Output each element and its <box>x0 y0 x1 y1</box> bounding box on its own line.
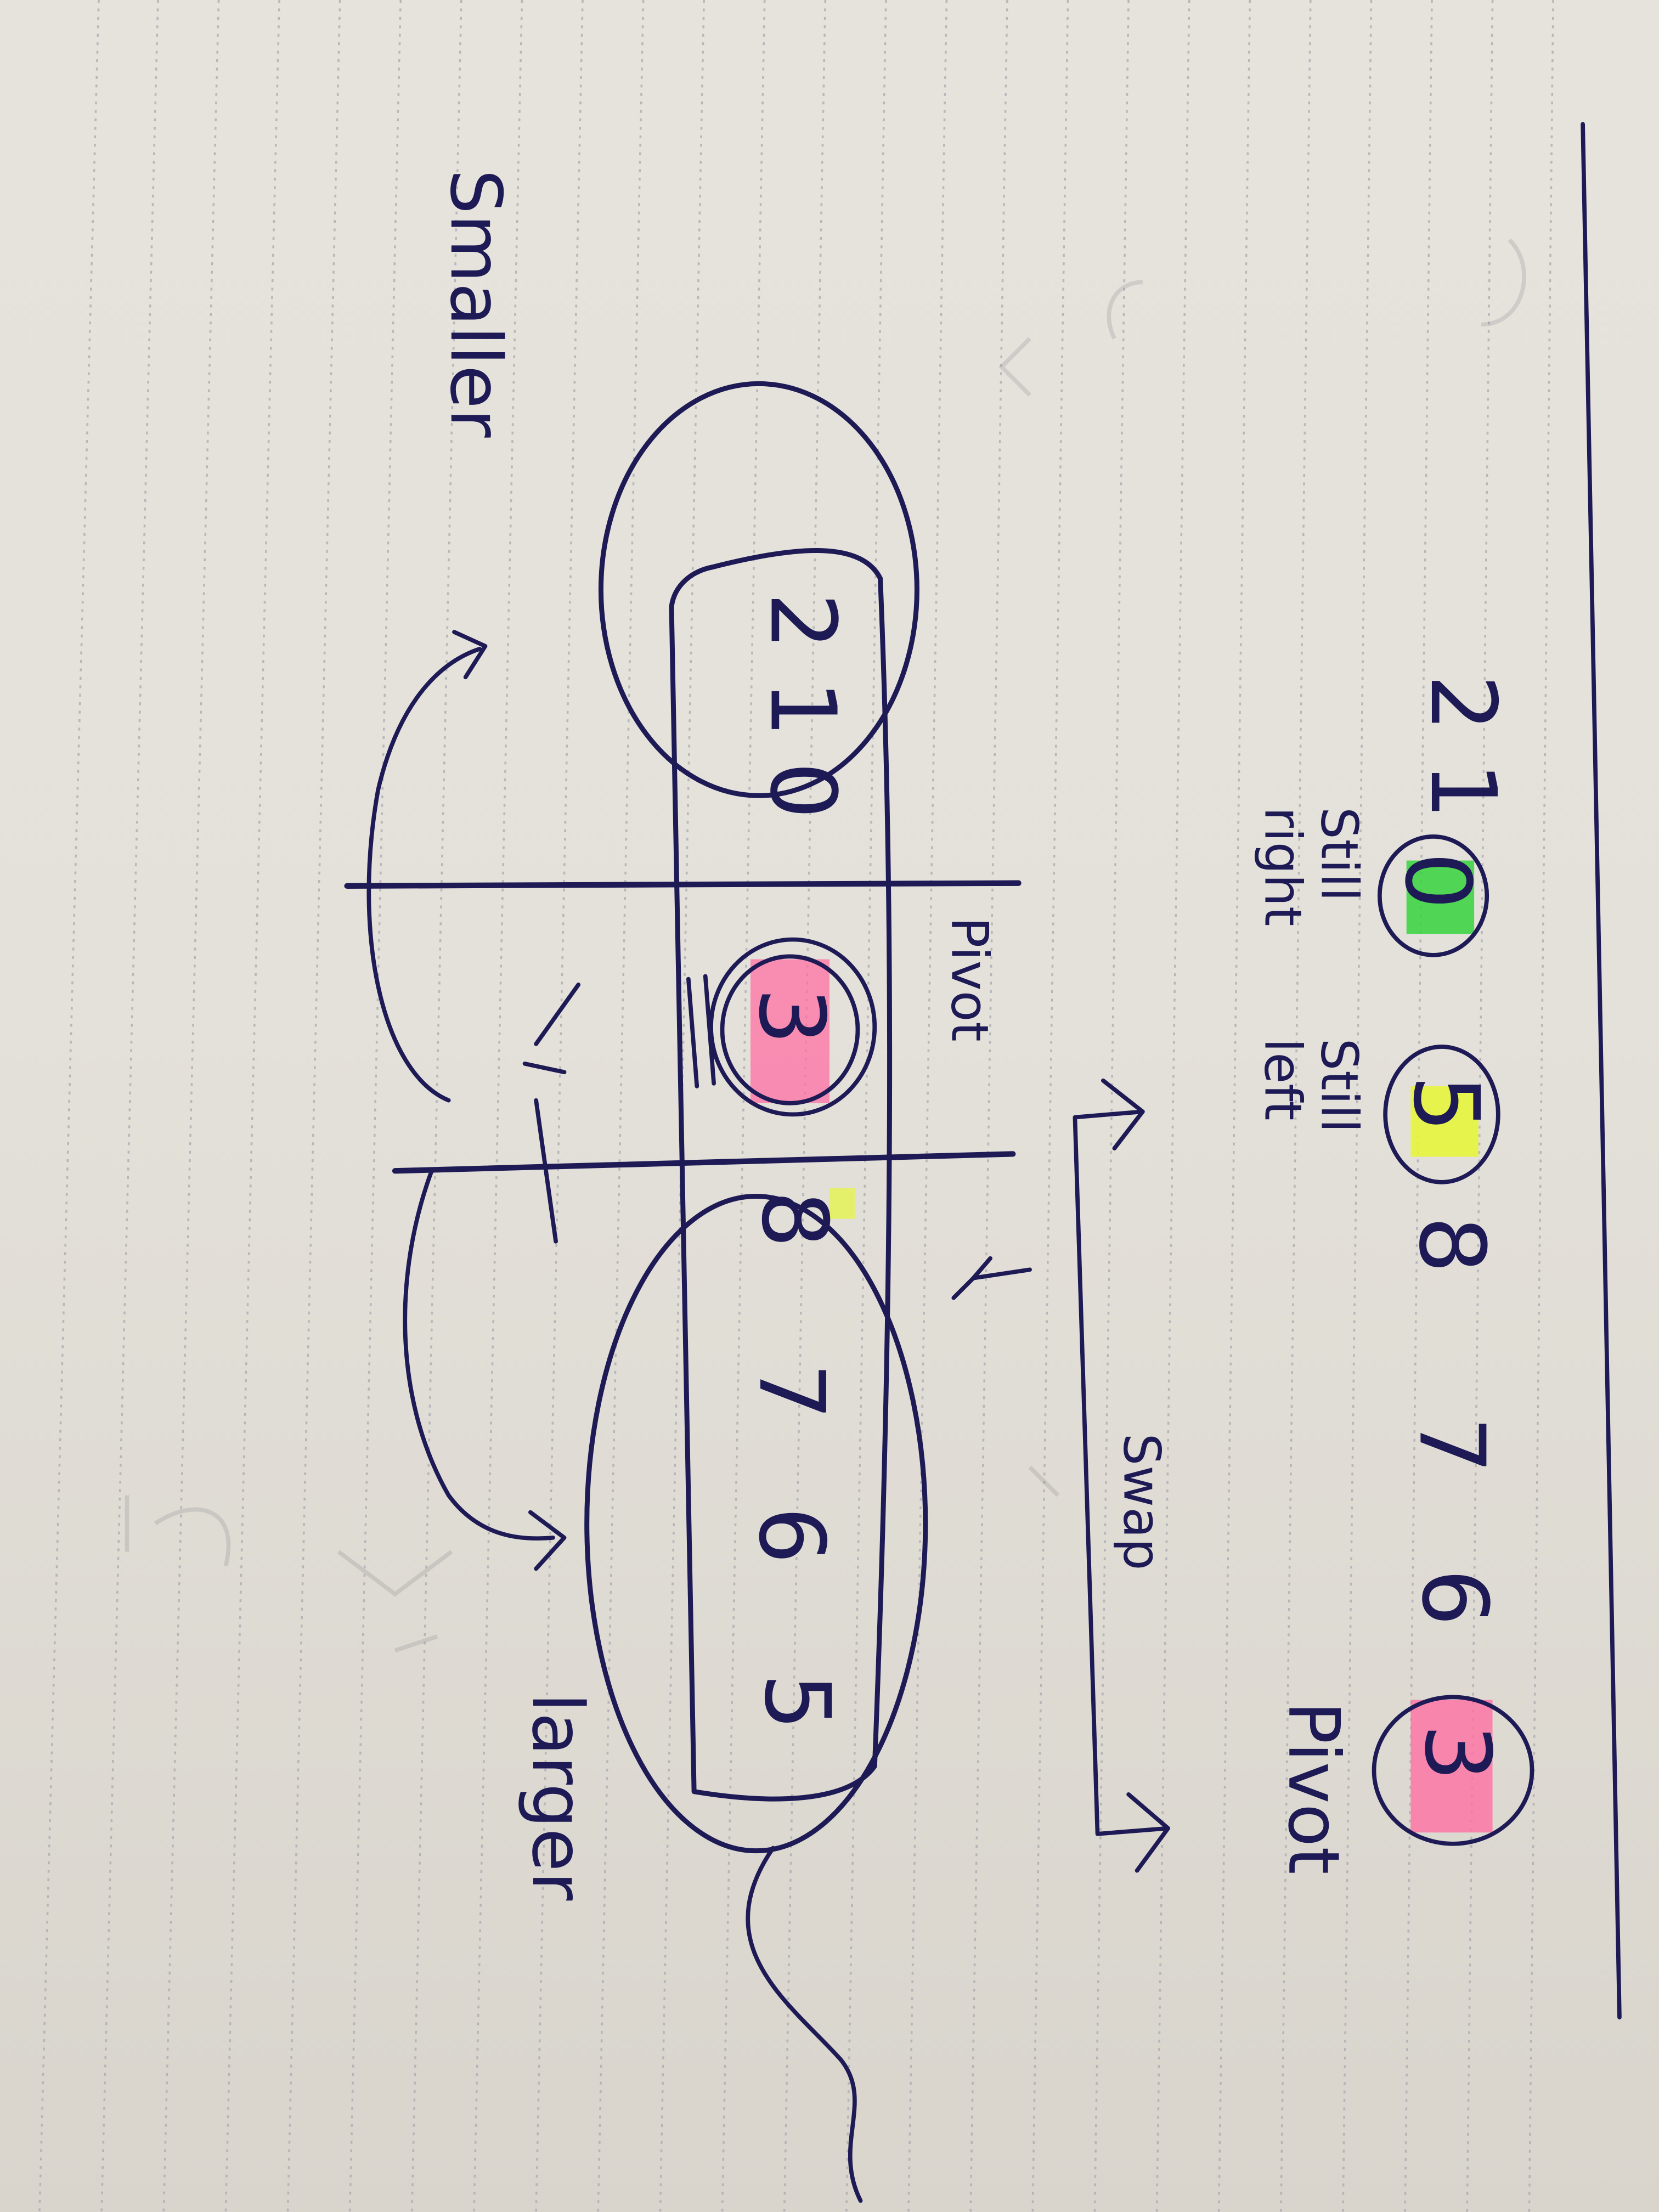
show-through-marks <box>125 238 1526 1653</box>
bottom-num-5: 5 <box>743 1673 848 1731</box>
top-pivot-label: Pivot <box>1272 1701 1355 1875</box>
swap-label: Swap <box>1111 1433 1170 1571</box>
top-num-7: 7 <box>1398 1416 1503 1474</box>
bottom-pivot-3: 3 <box>737 987 843 1045</box>
bottom-pivot-label: Pivot <box>939 917 997 1042</box>
highlight-yellow <box>1410 1086 1479 1157</box>
circle-3-top <box>1372 1695 1534 1846</box>
bottom-num-8: 8 <box>740 1190 845 1248</box>
swap-arrow-bottom <box>1126 1792 1170 1873</box>
divider-left <box>344 880 1022 889</box>
still-right-label: Still right <box>1252 806 1367 927</box>
swap-bracket <box>1073 1109 1170 1836</box>
larger-label: larger <box>516 1692 599 1901</box>
bottom-num-7: 7 <box>737 1362 843 1420</box>
bottom-num-1: 1 <box>749 680 854 738</box>
smaller-label: Smaller <box>434 169 517 438</box>
circle-0 <box>1377 834 1489 957</box>
still-left-label: Still left <box>1252 1038 1367 1133</box>
margin-line <box>1581 122 1622 2019</box>
divider-right <box>392 1151 1016 1174</box>
pivot-underline <box>686 974 716 1088</box>
left-group-oval <box>598 381 919 798</box>
arrowhead-smaller <box>452 630 488 680</box>
tail-curve <box>746 1846 863 2203</box>
highlight-yellow-small <box>829 1188 855 1219</box>
top-num-2: 2 <box>1409 674 1514 732</box>
arrowhead-larger <box>528 1510 567 1571</box>
arrow-tick <box>522 982 581 1244</box>
top-num-3: 3 <box>1403 1724 1508 1781</box>
outer-box <box>669 548 893 1802</box>
arrow-to-smaller <box>366 646 482 1103</box>
pivot-circle-inner <box>720 954 860 1105</box>
top-num-6: 6 <box>1401 1568 1505 1627</box>
right-group-oval <box>584 1194 928 1854</box>
small-hook-arrow <box>951 1256 1032 1300</box>
bottom-num-0: 0 <box>749 761 854 820</box>
highlight-green <box>1406 860 1475 934</box>
top-num-5: 5 <box>1392 1075 1497 1133</box>
top-num-8: 8 <box>1398 1216 1503 1274</box>
bottom-num-6: 6 <box>737 1506 843 1564</box>
circle-5 <box>1383 1045 1500 1184</box>
highlight-pink-top <box>1410 1700 1493 1833</box>
highlight-pink-pivot <box>750 959 830 1103</box>
bottom-num-2: 2 <box>749 592 854 650</box>
swap-arrow-top <box>1101 1078 1145 1150</box>
arrow-to-larger <box>403 1169 555 1541</box>
top-num-0: 0 <box>1384 852 1488 910</box>
top-num-1: 1 <box>1409 761 1514 820</box>
